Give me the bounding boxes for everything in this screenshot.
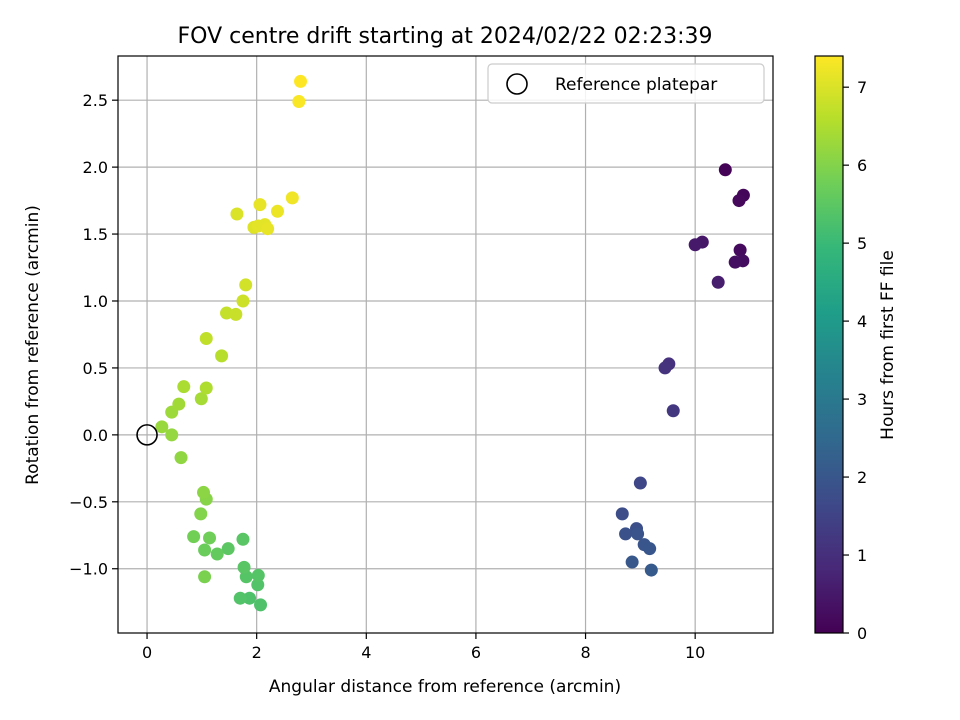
data-point [658, 361, 672, 375]
y-axis: −1.0 −0.5 0.0 0.5 1.0 1.5 2.0 2.5 [69, 91, 118, 579]
colorbar-gradient [815, 56, 843, 633]
data-point [732, 194, 746, 208]
data-point [210, 547, 224, 561]
y-tick-label: 2.0 [83, 158, 108, 177]
y-tick-label: −1.0 [69, 560, 108, 579]
data-point [198, 543, 212, 557]
x-axis: 0 2 4 6 8 10 [142, 633, 705, 662]
data-point [172, 397, 186, 411]
data-point [199, 331, 213, 345]
x-tick-label: 10 [685, 643, 705, 662]
legend-marker [506, 73, 528, 95]
chart-title: FOV centre drift starting at 2024/02/22 … [178, 24, 713, 49]
data-point [285, 191, 299, 205]
data-point [229, 307, 243, 321]
data-point [294, 74, 308, 88]
reference-platepar-marker [136, 424, 158, 446]
data-point [236, 294, 250, 308]
legend-box [487, 63, 765, 104]
colorbar: 0 1 2 3 4 5 6 7 Hours from first FF file [814, 55, 898, 643]
y-tick-label: 0.0 [83, 426, 108, 445]
data-point [718, 163, 732, 177]
data-point [733, 243, 747, 257]
colorbar-label: Hours from first FF file [878, 250, 898, 440]
data-point [197, 485, 211, 499]
scatter-points [155, 74, 750, 612]
data-point [233, 591, 247, 605]
colorbar-frame [814, 55, 844, 634]
x-tick-label: 6 [471, 643, 481, 662]
data-point [221, 542, 235, 556]
data-point [177, 380, 191, 394]
data-point [633, 476, 647, 490]
data-point [194, 507, 208, 521]
x-tick-label: 8 [580, 643, 590, 662]
colorbar-ticks: 0 1 2 3 4 5 6 7 [843, 78, 867, 643]
data-point [230, 207, 244, 221]
grid-lines [118, 56, 773, 633]
data-point [199, 381, 213, 395]
data-point [615, 507, 629, 521]
data-point [261, 222, 275, 236]
data-point [619, 527, 633, 541]
y-axis-label: Rotation from reference (arcmin) [23, 205, 43, 485]
y-tick-label: −0.5 [69, 493, 108, 512]
y-tick-label: 1.5 [83, 225, 108, 244]
data-point [666, 404, 680, 418]
data-point [292, 95, 306, 109]
colorbar-tick-label: 3 [857, 390, 867, 409]
colorbar-tick-label: 5 [857, 234, 867, 253]
plot-frame [117, 55, 774, 634]
data-point [165, 428, 179, 442]
colorbar-tick-label: 1 [857, 546, 867, 565]
data-point [254, 598, 268, 612]
data-point [711, 275, 725, 289]
data-point [644, 563, 658, 577]
data-point [187, 530, 201, 544]
colorbar-tick-label: 6 [857, 156, 867, 175]
data-point [643, 542, 657, 556]
legend: Reference platepar [487, 63, 765, 104]
data-point [239, 278, 253, 292]
x-tick-label: 4 [361, 643, 371, 662]
data-point [253, 198, 267, 212]
data-point [237, 560, 251, 574]
data-point [271, 204, 285, 218]
data-point [236, 532, 250, 546]
x-tick-label: 2 [252, 643, 262, 662]
data-point [203, 531, 217, 545]
y-tick-label: 1.0 [83, 292, 108, 311]
data-point [625, 555, 639, 569]
y-tick-label: 2.5 [83, 91, 108, 110]
data-point [251, 568, 265, 582]
colorbar-tick-label: 0 [857, 624, 867, 643]
colorbar-tick-label: 2 [857, 468, 867, 487]
data-point [155, 420, 169, 434]
data-point [251, 578, 265, 592]
colorbar-tick-label: 4 [857, 312, 867, 331]
data-point [243, 591, 257, 605]
x-tick-label: 0 [142, 643, 152, 662]
x-axis-label: Angular distance from reference (arcmin) [269, 677, 621, 697]
data-point [198, 570, 212, 584]
legend-label: Reference platepar [555, 75, 717, 95]
data-point [215, 349, 229, 363]
data-point [631, 527, 645, 541]
y-tick-label: 0.5 [83, 359, 108, 378]
data-point [728, 255, 742, 269]
data-point [174, 451, 188, 465]
data-point [688, 238, 702, 252]
data-point [194, 392, 208, 406]
colorbar-tick-label: 7 [857, 78, 867, 97]
